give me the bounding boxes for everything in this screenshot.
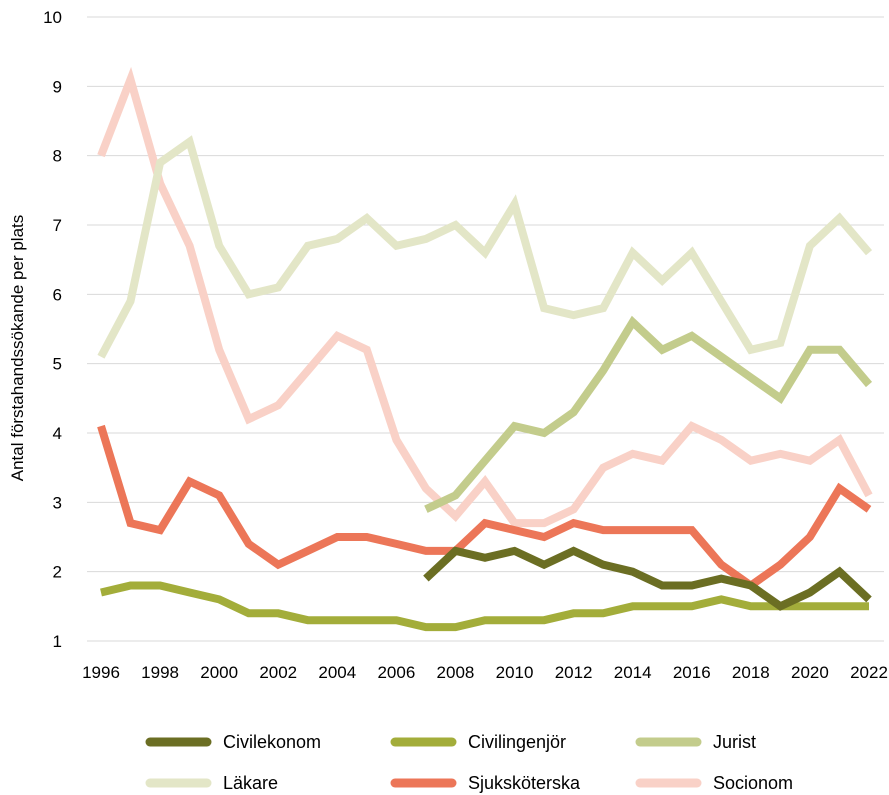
- y-tick-label: 10: [43, 8, 62, 27]
- series-line-civilekonom: [423, 546, 872, 611]
- legend-label: Civilekonom: [223, 732, 321, 752]
- x-tick-label: 2010: [496, 663, 534, 682]
- x-axis-ticks: 1996 1998 2000 2002 2004 2006 2008 2010 2012 2014…: [82, 663, 888, 682]
- x-tick-label: 2012: [555, 663, 593, 682]
- x-tick-label: 2008: [437, 663, 475, 682]
- legend-item: Sjuksköterska: [390, 773, 581, 793]
- legend-item: Socionom: [635, 773, 793, 793]
- y-tick-label: 7: [53, 216, 62, 235]
- y-tick-label: 6: [53, 285, 62, 304]
- legend-label: Socionom: [713, 773, 793, 793]
- legend-item: Civilekonom: [145, 732, 321, 752]
- legend-label: Sjuksköterska: [468, 773, 581, 793]
- x-tick-label: 1998: [141, 663, 179, 682]
- legend-label: Läkare: [223, 773, 278, 793]
- series-line-socionom: [97, 66, 873, 528]
- x-tick-label: 2014: [614, 663, 652, 682]
- y-tick-label: 5: [53, 355, 62, 374]
- gridlines: [87, 16, 884, 642]
- y-axis-label: Antal förstahandssökande per plats: [8, 215, 27, 482]
- legend-label: Jurist: [713, 732, 756, 752]
- y-tick-label: 3: [53, 493, 62, 512]
- y-tick-label: 9: [53, 77, 62, 96]
- x-tick-label: 2020: [791, 663, 829, 682]
- legend-item: Civilingenjör: [390, 732, 566, 752]
- y-tick-label: 4: [53, 424, 62, 443]
- x-tick-label: 2018: [732, 663, 770, 682]
- x-tick-label: 2006: [377, 663, 415, 682]
- series-line-läkare: [97, 135, 873, 359]
- x-tick-label: 2002: [259, 663, 297, 682]
- y-tick-label: 1: [53, 632, 62, 651]
- x-tick-label: 2022: [850, 663, 888, 682]
- legend-label: Civilingenjör: [468, 732, 566, 752]
- x-tick-label: 2004: [318, 663, 356, 682]
- series-line-jurist: [424, 315, 873, 513]
- y-axis-ticks: 1 2 3 4 5 6 7 8 9 10: [43, 8, 62, 651]
- legend: Civilekonom Civilingenjör Jurist Läkare Sjuk…: [145, 732, 793, 793]
- legend-item: Jurist: [635, 732, 756, 752]
- x-tick-label: 2016: [673, 663, 711, 682]
- y-tick-label: 8: [53, 147, 62, 166]
- series-line-civilingenjör: [100, 581, 869, 632]
- y-tick-label: 2: [53, 563, 62, 582]
- series-line-sjuksköterska: [97, 424, 872, 591]
- x-tick-label: 1996: [82, 663, 120, 682]
- legend-item: Läkare: [145, 773, 278, 793]
- x-tick-label: 2000: [200, 663, 238, 682]
- series-lines: [97, 66, 873, 632]
